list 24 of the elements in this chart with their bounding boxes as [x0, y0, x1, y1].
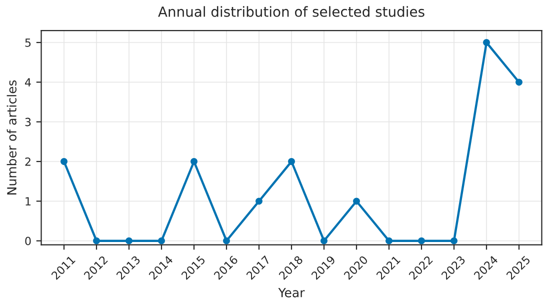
point [93, 237, 100, 244]
point [158, 237, 165, 244]
point [190, 158, 198, 165]
point [60, 158, 68, 165]
point [223, 237, 230, 244]
y-tick-label: 4 [25, 78, 31, 86]
point [450, 237, 458, 244]
point [320, 237, 328, 244]
y-tick-label: 2 [25, 157, 30, 166]
point [386, 237, 392, 244]
chart-title: Annual distribution of selected studies [158, 6, 424, 17]
point [288, 158, 295, 165]
y-tick-label: 0 [25, 236, 31, 246]
y-tick-label: 3 [25, 118, 31, 126]
y-tick-label: 5 [25, 38, 31, 47]
point [516, 78, 522, 86]
point [126, 237, 132, 244]
y-tick-label: 1 [26, 197, 30, 206]
y-axis-title: Number of articles [6, 80, 16, 194]
point [353, 198, 360, 205]
point [483, 39, 490, 46]
x-axis-title: Year [278, 288, 305, 298]
point [256, 198, 262, 205]
point [418, 237, 425, 244]
